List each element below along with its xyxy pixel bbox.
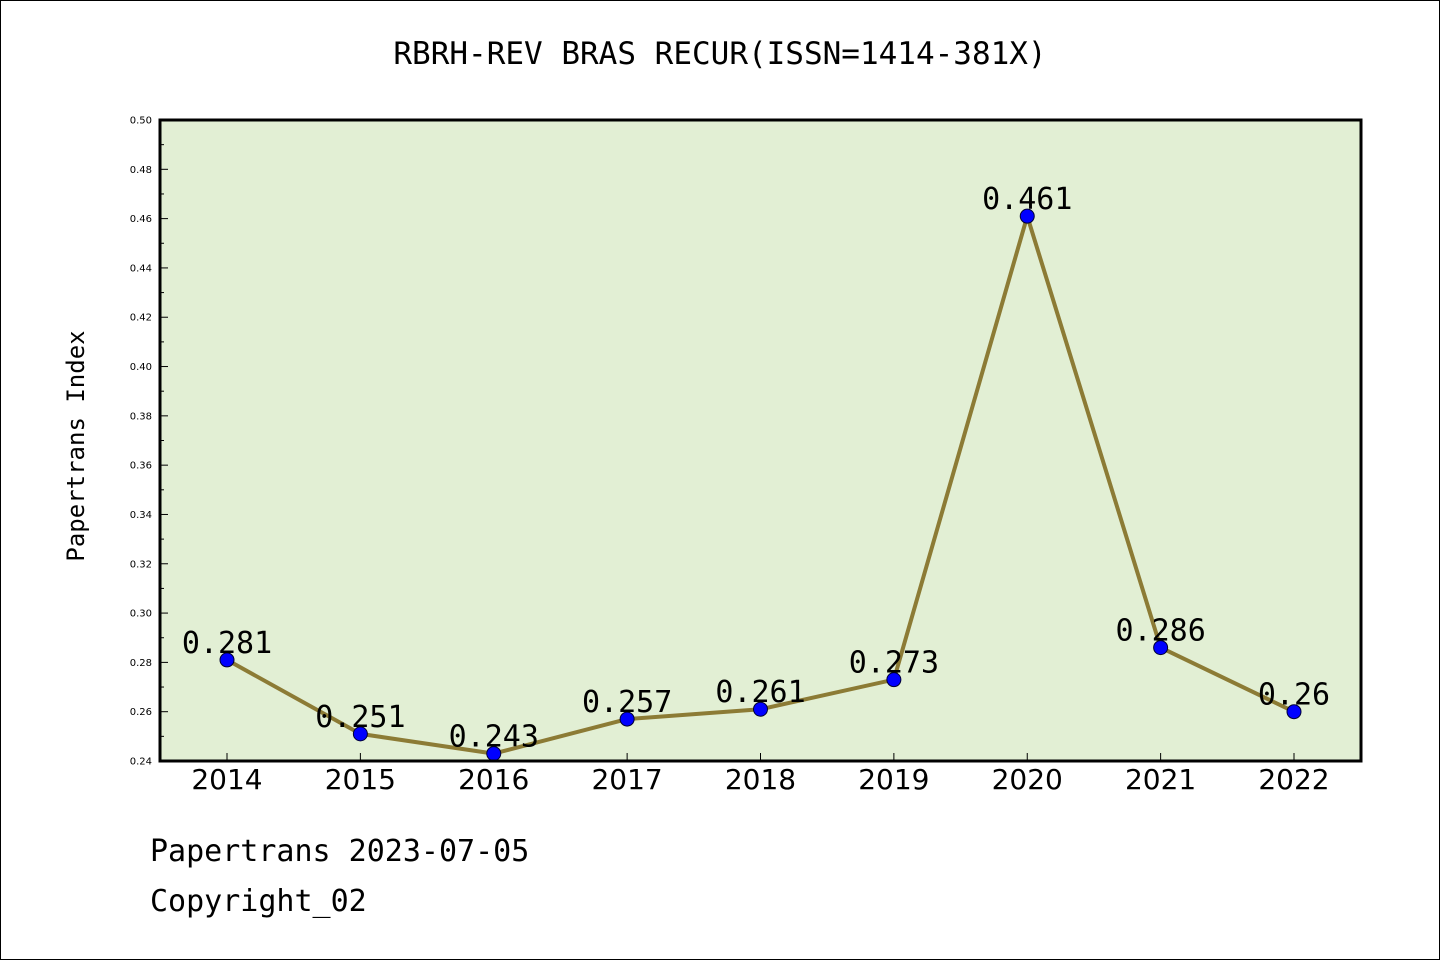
x-tick-label: 2019 [858, 763, 929, 796]
data-label: 0.26 [1258, 678, 1330, 713]
footer-copyright: Copyright_02 [150, 884, 367, 919]
y-tick-label: 0.28 [130, 658, 152, 669]
x-tick-label: 2018 [725, 763, 796, 796]
chart-title: RBRH-REV BRAS RECUR(ISSN=1414-381X) [393, 36, 1047, 72]
data-point [1153, 640, 1169, 656]
x-tick-label: 2021 [1125, 763, 1196, 796]
x-tick-label: 2014 [191, 763, 262, 796]
x-tick-label: 2017 [591, 763, 662, 796]
data-point [219, 652, 235, 668]
data-label: 0.461 [982, 182, 1072, 217]
y-tick-label: 0.44 [130, 263, 152, 274]
data-label: 0.243 [449, 720, 539, 755]
data-point [619, 711, 635, 727]
data-label: 0.251 [315, 700, 405, 735]
footer-date: Papertrans 2023-07-05 [150, 834, 530, 869]
y-tick-label: 0.40 [130, 362, 152, 373]
data-label: 0.281 [182, 626, 272, 661]
y-tick-label: 0.32 [130, 559, 152, 570]
x-tick-label: 2016 [458, 763, 529, 796]
plot-area [160, 120, 1361, 761]
data-label: 0.257 [582, 685, 672, 720]
y-tick-label: 0.24 [130, 757, 152, 768]
y-tick-label: 0.26 [130, 707, 152, 718]
y-tick-label: 0.34 [130, 510, 152, 521]
data-point [753, 701, 768, 717]
data-label: 0.273 [849, 646, 939, 681]
data-point [352, 726, 368, 742]
y-tick-label: 0.42 [130, 313, 152, 324]
y-tick-label: 0.50 [130, 116, 152, 127]
data-point [1019, 208, 1035, 224]
x-tick-label: 2015 [325, 763, 396, 796]
y-tick-label: 0.46 [130, 214, 152, 225]
y-tick-label: 0.36 [130, 461, 152, 472]
y-tick-label: 0.38 [130, 411, 152, 422]
data-label: 0.261 [715, 675, 805, 710]
x-tick-label: 2020 [992, 763, 1063, 796]
x-tick-label: 2022 [1258, 763, 1329, 796]
y-tick-label: 0.48 [130, 165, 152, 176]
plot-frame [158, 118, 1363, 763]
y-tick-label: 0.30 [130, 609, 152, 620]
data-label: 0.286 [1115, 614, 1205, 649]
data-point [1286, 704, 1302, 720]
data-point [886, 672, 902, 688]
